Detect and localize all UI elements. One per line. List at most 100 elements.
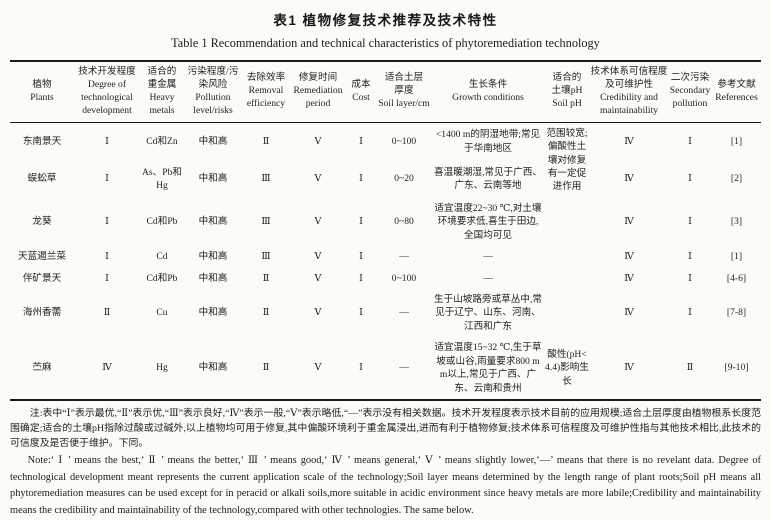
table-cell: Ⅰ	[359, 216, 363, 228]
table-title-en: Table 1 Recommendation and technical cha…	[171, 36, 600, 50]
table-cell: 0~80	[394, 216, 414, 228]
column-header-en: Degree of technological development	[81, 78, 133, 116]
table-cell: —	[399, 307, 409, 319]
column-header-zh: 修复时间	[298, 72, 338, 84]
table-cell: Ⅰ	[359, 173, 363, 185]
table-cell: Ⅰ	[105, 173, 109, 185]
table-row: 苎麻 Ⅳ Hg 中和高 Ⅱ Ⅴ Ⅰ — 适宜温度15~32 ℃,生于草坡或山谷,雨量要求800 …	[10, 337, 761, 400]
table-row: 蜈蚣草 Ⅰ As、Pb和Hg 中和高 Ⅲ Ⅴ Ⅰ 0~20 喜温暖潮湿,常见于广西、广东、云南等…	[10, 160, 761, 198]
note-en: Note:‘ Ⅰ ’ means the best,‘ Ⅱ ’ means th…	[10, 455, 761, 516]
column-header-zh: 技术体系可信程度 及可维护性	[590, 66, 668, 90]
column-header-en: Soil pH	[552, 98, 582, 110]
column-header-en: Growth conditions	[452, 91, 524, 103]
column-header-zh: 生长条件	[468, 78, 508, 90]
column-header-5: 修复时间 Remediation period	[290, 61, 346, 123]
table-cell: Ⅲ	[261, 173, 271, 185]
table-cell: Ⅴ	[314, 307, 322, 319]
table-cell: Ⅰ	[105, 135, 109, 147]
column-header-zh: 技术开发程度	[78, 66, 136, 77]
table-cell: Ⅰ	[688, 135, 692, 147]
table-cell: Cd	[156, 251, 168, 263]
plant-name-cell: 苎麻	[32, 362, 52, 374]
table-cell: Cd和Zn	[146, 135, 178, 147]
table-row: 伴矿景天 Ⅰ Cd和Pb 中和高 Ⅱ Ⅴ Ⅰ 0~100 — Ⅳ Ⅰ [4-6]	[10, 268, 761, 289]
column-header-zh: 污染程度/污 染风险	[187, 66, 239, 90]
table-cell: Ⅱ	[686, 362, 694, 374]
column-header-12: 参考文献 References	[712, 61, 761, 123]
table-cell: [1]	[730, 135, 743, 147]
table-cell: <1400 m的阴湿地带;常见于华南地区	[435, 129, 541, 154]
table-cell: Ⅳ	[624, 173, 634, 185]
table-cell: Ⅰ	[359, 272, 363, 284]
table-cell: [4-6]	[726, 272, 747, 284]
table-body: 东南景天 Ⅰ Cd和Zn 中和高 Ⅱ Ⅴ Ⅰ 0~100 <1400 m的阴湿地带;常见于华南地…	[10, 122, 761, 400]
table-cell: Ⅰ	[359, 251, 363, 263]
table-cell: —	[483, 272, 493, 284]
table-cell: Ⅴ	[314, 216, 322, 228]
table-cell: Ⅴ	[314, 362, 322, 374]
plant-name-cell: 伴矿景天	[22, 272, 62, 284]
table-cell: —	[399, 251, 409, 263]
column-header-zh: 植物	[32, 78, 52, 90]
column-header-zh: 适合的 土壤pH	[551, 72, 583, 97]
table-cell: Ⅰ	[688, 216, 692, 228]
phytoremediation-table: 植物 Plants 技术开发程度 Degree of technological de…	[10, 60, 761, 401]
column-header-0: 植物 Plants	[10, 61, 74, 123]
table-cell: Ⅱ	[262, 135, 270, 147]
table-cell: Ⅴ	[314, 251, 322, 263]
column-header-en: Remediation period	[293, 85, 343, 110]
table-row: 东南景天 Ⅰ Cd和Zn 中和高 Ⅱ Ⅴ Ⅰ 0~100 <1400 m的阴湿地带;常见于华南地…	[10, 122, 761, 193]
note-zh: 注:表中“Ⅰ”表示最优,“Ⅱ”表示优,“Ⅲ”表示良好,“Ⅳ”表示一般,“Ⅴ”表示…	[10, 407, 761, 450]
table-cell: Ⅱ	[262, 307, 270, 319]
plant-name-cell: 蜈蚣草	[27, 173, 57, 185]
column-header-en: References	[715, 91, 758, 103]
table-cell: Cu	[156, 307, 168, 319]
table-cell: 中和高	[198, 251, 228, 263]
table-cell: Ⅰ	[688, 272, 692, 284]
table-cell: Ⅰ	[105, 251, 109, 263]
column-header-11: 二次污染 Secondary pollution	[668, 61, 712, 123]
table-cell: 0~100	[391, 135, 417, 147]
column-header-zh: 二次污染	[670, 72, 710, 84]
plant-name-cell: 龙葵	[32, 216, 52, 228]
table-cell	[544, 198, 590, 246]
table-cell: Ⅳ	[102, 362, 112, 374]
column-header-en: Heavy metals	[149, 91, 175, 116]
table-cell: [9-10]	[724, 362, 749, 374]
table-row: 天蓝遏兰菜 Ⅰ Cd 中和高 Ⅲ Ⅴ Ⅰ — — Ⅳ Ⅰ [1]	[10, 246, 761, 267]
table-cell: Ⅲ	[261, 251, 271, 263]
column-header-7: 适合土层 厚度 Soil layer/cm	[376, 61, 432, 123]
table-cell: 0~20	[394, 173, 414, 185]
plant-name-cell: 海州香薷	[22, 307, 62, 319]
column-header-zh: 参考文献	[717, 78, 756, 90]
column-header-zh: 去除效率	[246, 72, 286, 84]
table-cell	[544, 268, 590, 289]
column-header-8: 生长条件 Growth conditions	[432, 61, 544, 123]
column-header-zh: 成本	[351, 78, 371, 90]
column-header-zh: 适合的 重金属	[147, 66, 177, 90]
column-header-en: Soil layer/cm	[378, 98, 430, 110]
table-cell: Ⅲ	[261, 216, 271, 228]
table-row: 海州香薷 Ⅱ Cu 中和高 Ⅱ Ⅴ Ⅰ — 生于山坡路旁或草丛中,常见于辽宁、山东、河南、江西和…	[10, 289, 761, 337]
table-cell: Ⅰ	[688, 307, 692, 319]
table-cell: Ⅱ	[262, 362, 270, 374]
table-cell: Ⅴ	[314, 135, 322, 147]
table-cell: Ⅳ	[624, 307, 634, 319]
table-cell: Ⅰ	[688, 173, 692, 185]
table-cell: 0~100	[391, 272, 417, 284]
table-notes: 注:表中“Ⅰ”表示最优,“Ⅱ”表示优,“Ⅲ”表示良好,“Ⅳ”表示一般,“Ⅴ”表示…	[10, 406, 761, 520]
column-header-10: 技术体系可信程度 及可维护性 Credibility and maintainab…	[590, 61, 668, 123]
table-header: 植物 Plants 技术开发程度 Degree of technological de…	[10, 61, 761, 123]
plant-name-cell: 东南景天	[22, 135, 62, 147]
table-cell: Ⅳ	[624, 251, 634, 263]
table-cell: 生于山坡路旁或草丛中,常见于辽宁、山东、河南、江西和广东	[434, 293, 542, 332]
table-cell: Ⅳ	[624, 272, 634, 284]
column-header-6: 成本 Cost	[346, 61, 376, 123]
table-cell: Ⅳ	[624, 362, 634, 374]
table-cell: Ⅳ	[624, 135, 634, 147]
table-cell: 适宜温度22~30 ℃,对土壤环境要求低,喜生于田边,全国均可见	[434, 202, 542, 241]
column-header-en: Pollution level/risks	[193, 91, 233, 116]
plant-name-cell: 天蓝遏兰菜	[18, 251, 66, 263]
table-cell: Cd和Pb	[146, 216, 178, 228]
